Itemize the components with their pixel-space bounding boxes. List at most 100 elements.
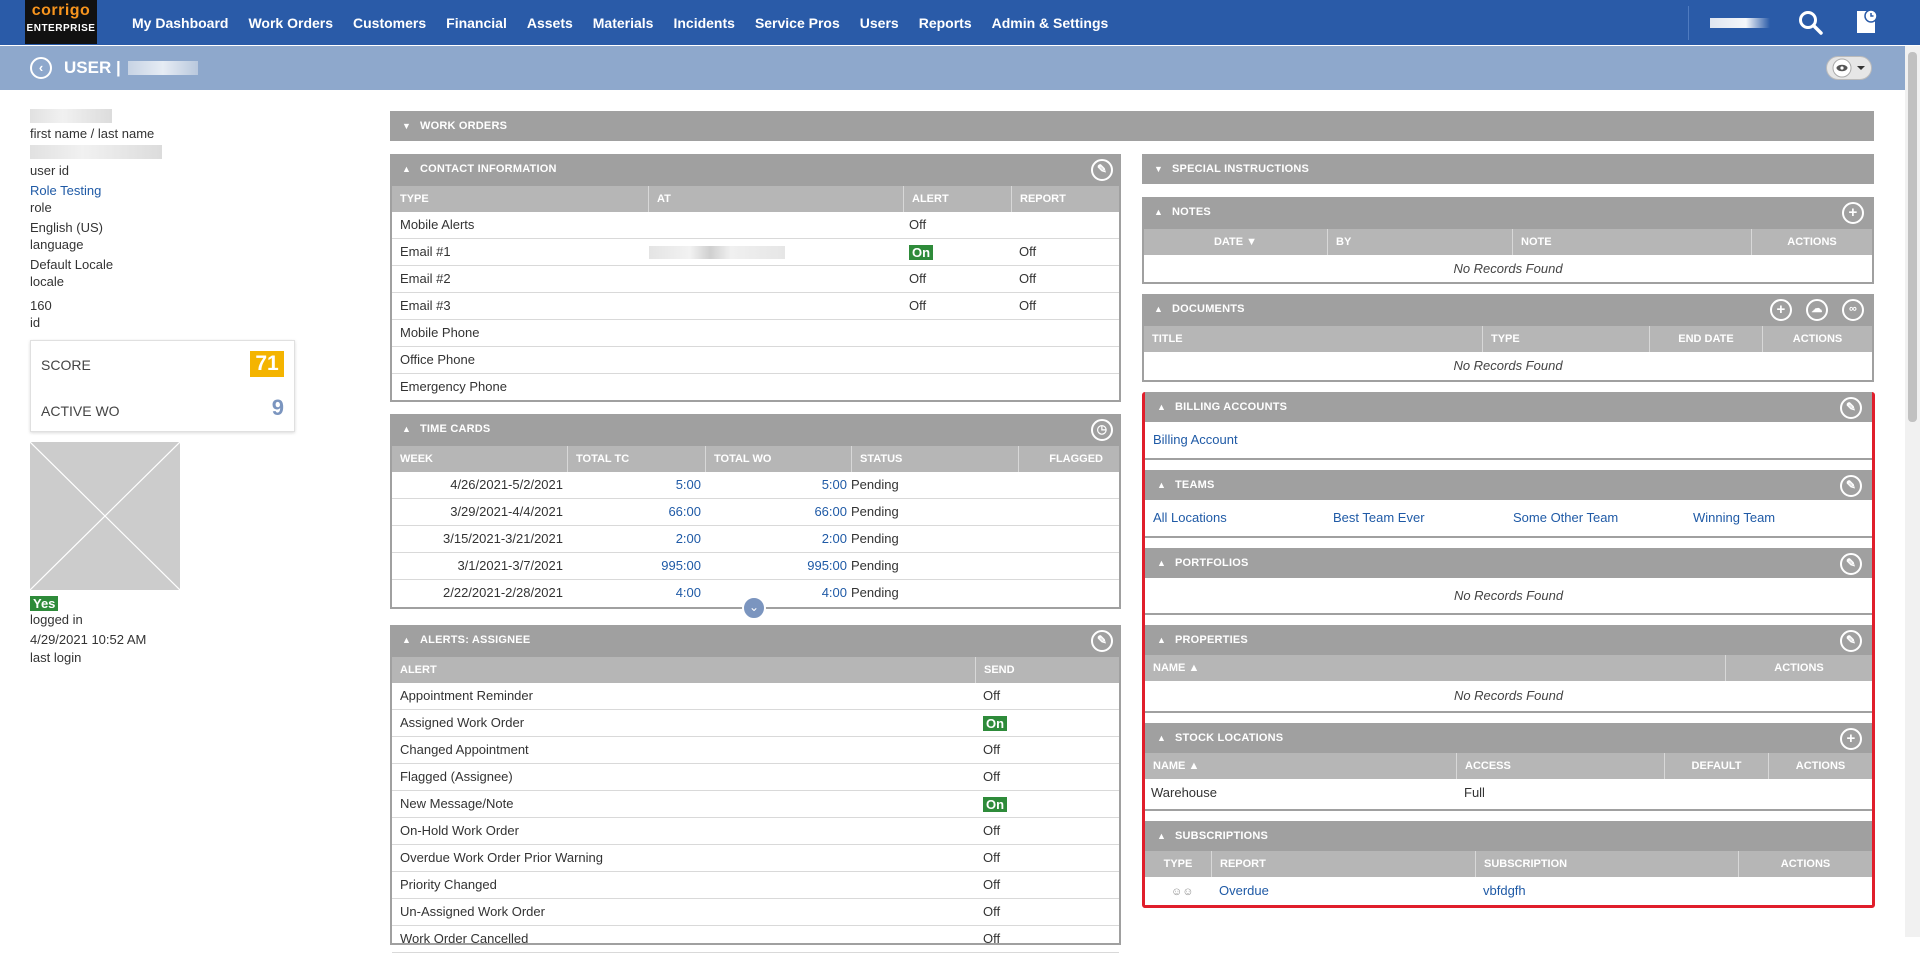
subscription-link[interactable]: vbfdgfh (1483, 883, 1526, 898)
total-wo-link[interactable]: 995:00 (807, 558, 847, 573)
properties-header[interactable]: ▲ PROPERTIES ✎ (1145, 625, 1872, 655)
view-options-toggle[interactable] (1826, 56, 1872, 80)
teams-header[interactable]: ▲ TEAMS ✎ (1145, 470, 1872, 500)
col-default: DEFAULT (1664, 753, 1768, 779)
document-clock-icon[interactable] (1855, 9, 1879, 35)
billing-account-link[interactable]: Billing Account (1153, 432, 1238, 447)
search-icon[interactable] (1798, 10, 1824, 36)
total-tc-link[interactable]: 4:00 (675, 585, 701, 600)
total-tc-link[interactable]: 66:00 (668, 504, 701, 519)
notes-header[interactable]: ▲ NOTES + (1142, 197, 1874, 227)
total-wo-link[interactable]: 5:00 (821, 477, 847, 492)
nav-materials[interactable]: Materials (592, 14, 654, 31)
edit-pencil-icon[interactable]: ✎ (1091, 159, 1113, 181)
edit-pencil-icon[interactable]: ✎ (1840, 397, 1862, 419)
stock-locations-header[interactable]: ▲ STOCK LOCATIONS + (1145, 723, 1872, 753)
table-row[interactable]: 3/1/2021-3/7/2021 995:00 995:00 Pending (392, 553, 1119, 580)
special-instructions-header[interactable]: ▼ SPECIAL INSTRUCTIONS (1142, 154, 1874, 184)
alert-name: Priority Changed (400, 877, 497, 892)
table-row[interactable]: 2/22/2021-2/28/2021 4:00 4:00 Pending (392, 580, 1119, 607)
alert-send: Off (983, 904, 1001, 919)
total-wo-link[interactable]: 4:00 (821, 585, 847, 600)
special-instructions-title: SPECIAL INSTRUCTIONS (1172, 163, 1310, 175)
team-link[interactable]: All Locations (1153, 510, 1227, 525)
subscriptions-header[interactable]: ▲ SUBSCRIPTIONS (1145, 821, 1872, 851)
edit-pencil-icon[interactable]: ✎ (1840, 475, 1862, 497)
table-row: Email #3 Off Off (392, 293, 1119, 320)
nav-incidents[interactable]: Incidents (673, 14, 735, 31)
table-row[interactable]: 4/26/2021-5/2/2021 5:00 5:00 Pending (392, 472, 1119, 499)
status: Pending (851, 585, 899, 600)
alert-send: Off (983, 877, 1001, 892)
nav-work-orders[interactable]: Work Orders (248, 14, 334, 31)
work-orders-section-header[interactable]: ▼ WORK ORDERS (390, 111, 1874, 141)
back-arrow-icon[interactable]: ‹ (30, 57, 52, 79)
user-photo-placeholder[interactable] (30, 442, 180, 590)
alert-name: Changed Appointment (400, 742, 529, 757)
nav-customers[interactable]: Customers (353, 14, 427, 31)
total-tc-link[interactable]: 995:00 (661, 558, 701, 573)
section-divider (1145, 536, 1872, 538)
properties-table-header: NAME ▲ ACTIONS (1145, 655, 1872, 681)
nav-reports[interactable]: Reports (918, 14, 972, 31)
team-link[interactable]: Some Other Team (1513, 510, 1619, 525)
role-link[interactable]: Role Testing (30, 183, 102, 198)
nav-financial[interactable]: Financial (446, 14, 507, 31)
nav-admin-settings[interactable]: Admin & Settings (991, 14, 1109, 31)
contact-info-table: TYPE AT ALERT REPORT Mobile Alerts Off Em… (390, 184, 1121, 402)
page-header-bar: ‹ USER | (0, 46, 1905, 90)
cloud-upload-icon[interactable]: ☁ (1806, 299, 1828, 321)
link-icon[interactable]: ∞ (1842, 299, 1864, 321)
main-nav: My Dashboard Work Orders Customers Finan… (132, 0, 1128, 45)
current-user-name-redacted[interactable] (1710, 18, 1770, 28)
expand-chevron-down-icon[interactable]: ⌄ (742, 596, 766, 620)
report-link[interactable]: Overdue (1219, 883, 1269, 898)
nav-my-dashboard[interactable]: My Dashboard (132, 14, 229, 31)
collapse-triangle-icon: ▲ (1157, 480, 1167, 490)
portfolios-title: PORTFOLIOS (1175, 557, 1249, 569)
edit-pencil-icon[interactable]: ✎ (1840, 553, 1862, 575)
billing-accounts-header[interactable]: ▲ BILLING ACCOUNTS ✎ (1145, 392, 1872, 422)
contact-alert: Off (909, 217, 927, 232)
col-type: TYPE (1163, 858, 1193, 870)
portfolios-header[interactable]: ▲ PORTFOLIOS ✎ (1145, 548, 1872, 578)
add-plus-icon[interactable]: + (1842, 202, 1864, 224)
nav-assets[interactable]: Assets (526, 14, 573, 31)
add-plus-icon[interactable]: + (1770, 299, 1792, 321)
total-tc-link[interactable]: 5:00 (675, 477, 701, 492)
total-tc-link[interactable]: 2:00 (675, 531, 701, 546)
col-name[interactable]: NAME ▲ (1153, 662, 1200, 674)
contact-info-header[interactable]: ▲ CONTACT INFORMATION ✎ (390, 154, 1121, 184)
add-plus-icon[interactable]: + (1840, 728, 1862, 750)
documents-table-header: TITLE TYPE END DATE ACTIONS (1144, 326, 1872, 352)
properties-empty-message: No Records Found (1453, 688, 1564, 703)
alerts-assignee-header[interactable]: ▲ ALERTS: ASSIGNEE ✎ (390, 625, 1121, 655)
total-wo-link[interactable]: 2:00 (821, 531, 847, 546)
scrollbar-thumb[interactable] (1908, 52, 1917, 422)
nav-service-pros[interactable]: Service Pros (754, 14, 840, 31)
col-name[interactable]: NAME ▲ (1153, 760, 1200, 772)
clock-icon[interactable]: ◷ (1091, 419, 1113, 441)
table-row[interactable]: 3/15/2021-3/21/2021 2:00 2:00 Pending (392, 526, 1119, 553)
team-link[interactable]: Winning Team (1693, 510, 1776, 525)
nav-users[interactable]: Users (859, 14, 899, 31)
table-row[interactable]: 3/29/2021-4/4/2021 66:00 66:00 Pending (392, 499, 1119, 526)
portfolios-empty-message: No Records Found (1453, 588, 1564, 603)
notes-table-header: DATE ▼ BY NOTE ACTIONS (1144, 229, 1872, 255)
edit-pencil-icon[interactable]: ✎ (1840, 630, 1862, 652)
collapse-triangle-icon: ▲ (1157, 831, 1167, 841)
alert-send: Off (983, 823, 1001, 838)
team-link[interactable]: Best Team Ever (1333, 510, 1425, 525)
col-date-label: DATE (1213, 236, 1244, 248)
time-cards-header[interactable]: ▲ TIME CARDS ◷ (390, 414, 1121, 444)
table-row: Changed Appointment Off (392, 737, 1119, 764)
contact-report: Off (1019, 271, 1037, 286)
corrigo-logo[interactable]: corrigo ENTERPRISE (25, 0, 97, 44)
active-wo-count[interactable]: 9 (271, 395, 284, 420)
col-date[interactable]: DATE ▼ (1213, 236, 1258, 248)
work-orders-title: WORK ORDERS (420, 120, 508, 132)
total-wo-link[interactable]: 66:00 (814, 504, 847, 519)
documents-header[interactable]: ▲ DOCUMENTS + ☁ ∞ (1142, 294, 1874, 324)
alert-send: Off (983, 742, 1001, 757)
edit-pencil-icon[interactable]: ✎ (1091, 630, 1113, 652)
